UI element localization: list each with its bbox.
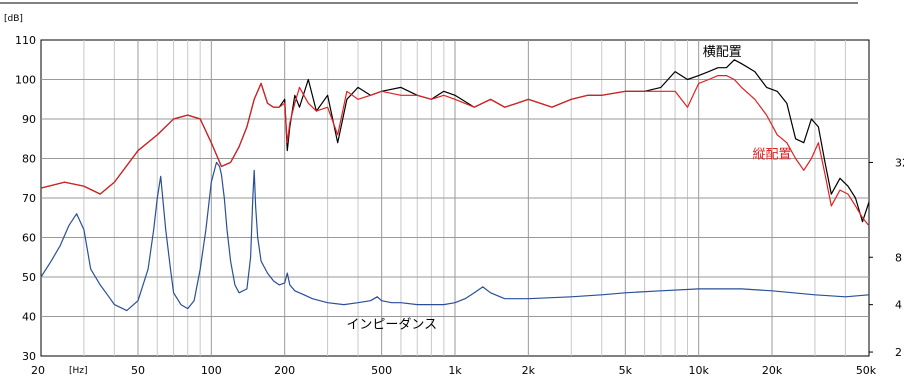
right-tick-label: 2 (895, 346, 902, 359)
y-tick-label: 80 (22, 153, 36, 166)
x-tick-label: 500 (371, 364, 392, 377)
series-line-2 (40, 161, 870, 312)
x-tick-label: 50 (131, 364, 145, 377)
series-line-1 (40, 74, 870, 227)
x-tick-label: 1k (448, 364, 462, 377)
y-tick-label: 90 (22, 113, 36, 126)
x-tick-labels: 20 50 100 200 500 1k 2k 5k 10k 20k 50k (31, 364, 877, 377)
right-axis-tick-labels: 2 4 8 32 (895, 156, 904, 359)
y-tick-labels: 30 40 50 60 70 80 90 100 110 (15, 34, 36, 363)
x-tick-label: 20 (31, 364, 45, 377)
y-tick-label: 110 (15, 34, 36, 47)
y-tick-label: 60 (22, 232, 36, 245)
y-unit-label: [dB] (4, 14, 23, 24)
y-tick-label: 30 (22, 350, 36, 363)
x-tick-label: 5k (619, 364, 633, 377)
x-tick-label: 200 (274, 364, 295, 377)
grid (41, 40, 873, 356)
right-tick-label: 8 (895, 251, 902, 264)
right-tick-label: 4 (895, 299, 902, 312)
y-tick-label: 100 (15, 74, 36, 87)
x-unit-label: [Hz] (69, 366, 88, 376)
y-tick-label: 70 (22, 192, 36, 205)
series-annotation: 横配置 (703, 45, 742, 60)
x-tick-label: 10k (688, 364, 709, 377)
x-tick-label: 2k (522, 364, 536, 377)
y-tick-label: 40 (22, 311, 36, 324)
series-group (40, 59, 870, 312)
x-tick-label: 100 (201, 364, 222, 377)
series-annotation: インピーダンス (346, 317, 437, 332)
y-tick-label: 50 (22, 271, 36, 284)
right-tick-label: 32 (895, 156, 904, 169)
series-annotation: 縦配置 (753, 148, 792, 163)
x-tick-label: 50k (856, 364, 877, 377)
x-tick-label: 20k (762, 364, 783, 377)
